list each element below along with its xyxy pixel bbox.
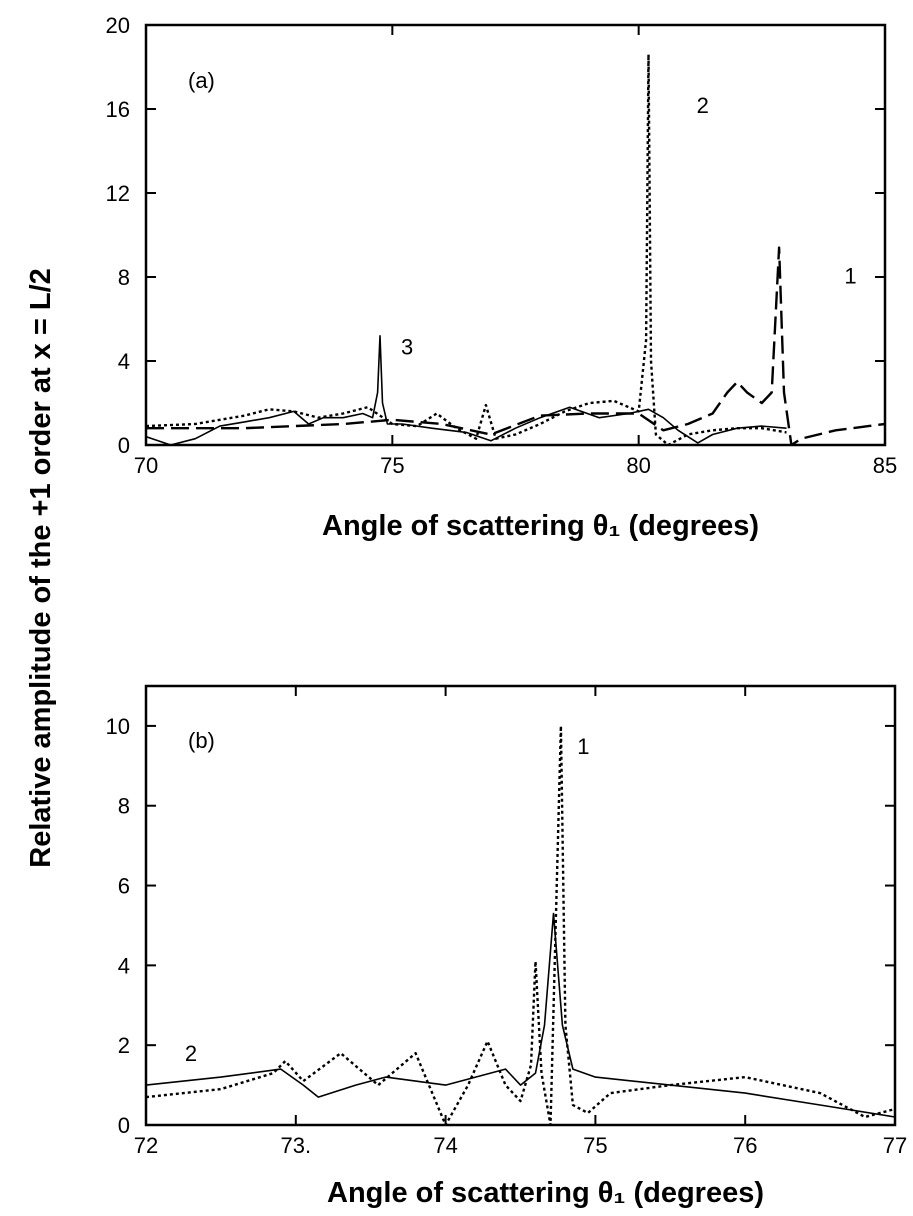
y-tick-label: 16 <box>106 97 130 122</box>
series-3-line <box>146 334 787 445</box>
y-tick-label: 0 <box>118 433 130 458</box>
panel-label: (b) <box>188 728 215 753</box>
x-tick-label: 76 <box>733 1133 757 1158</box>
series-annotation: 3 <box>401 335 413 360</box>
y-tick-label: 2 <box>118 1033 130 1058</box>
series-annotation: 2 <box>697 93 709 118</box>
series-1-line <box>146 246 885 445</box>
y-tick-label: 6 <box>118 874 130 899</box>
y-tick-label: 4 <box>118 349 130 374</box>
y-tick-label: 12 <box>106 181 130 206</box>
x-tick-label: 77 <box>883 1133 907 1158</box>
x-tick-label: 75 <box>583 1133 607 1158</box>
y-tick-label: 4 <box>118 953 130 978</box>
series-2-line <box>146 53 787 445</box>
y-tick-label: 20 <box>106 13 130 38</box>
x-tick-label: 70 <box>134 453 158 478</box>
x-tick-label: 73. <box>281 1133 312 1158</box>
x-tick-label: 72 <box>134 1133 158 1158</box>
y-axis-label: Relative amplitude of the +1 order at x … <box>25 268 57 868</box>
y-tick-label: 8 <box>118 265 130 290</box>
y-tick-label: 10 <box>106 714 130 739</box>
x-tick-label: 85 <box>873 453 897 478</box>
panel-label: (a) <box>188 68 215 93</box>
series-annotation: 1 <box>577 734 589 759</box>
series-1-line <box>146 724 895 1125</box>
y-tick-label: 0 <box>118 1113 130 1138</box>
panel-a: 70 75 80 85 0 4 8 12 16 20 3 2 1 (a) Angle of scatteri… <box>106 13 898 542</box>
x-tick-label: 75 <box>380 453 404 478</box>
x-tick-label: 80 <box>626 453 650 478</box>
series-annotation: 2 <box>185 1041 197 1066</box>
y-tick-label: 8 <box>118 794 130 819</box>
x-axis-label: Angle of scattering θ₁ (degrees) <box>322 510 759 542</box>
series-2-line <box>146 912 895 1118</box>
x-tick-label: 74 <box>433 1133 457 1158</box>
x-axis-label: Angle of scattering θ₁ (degrees) <box>327 1177 764 1209</box>
plot-frame <box>144 23 887 447</box>
plot-frame <box>144 684 897 1127</box>
series-annotation: 1 <box>844 263 856 288</box>
